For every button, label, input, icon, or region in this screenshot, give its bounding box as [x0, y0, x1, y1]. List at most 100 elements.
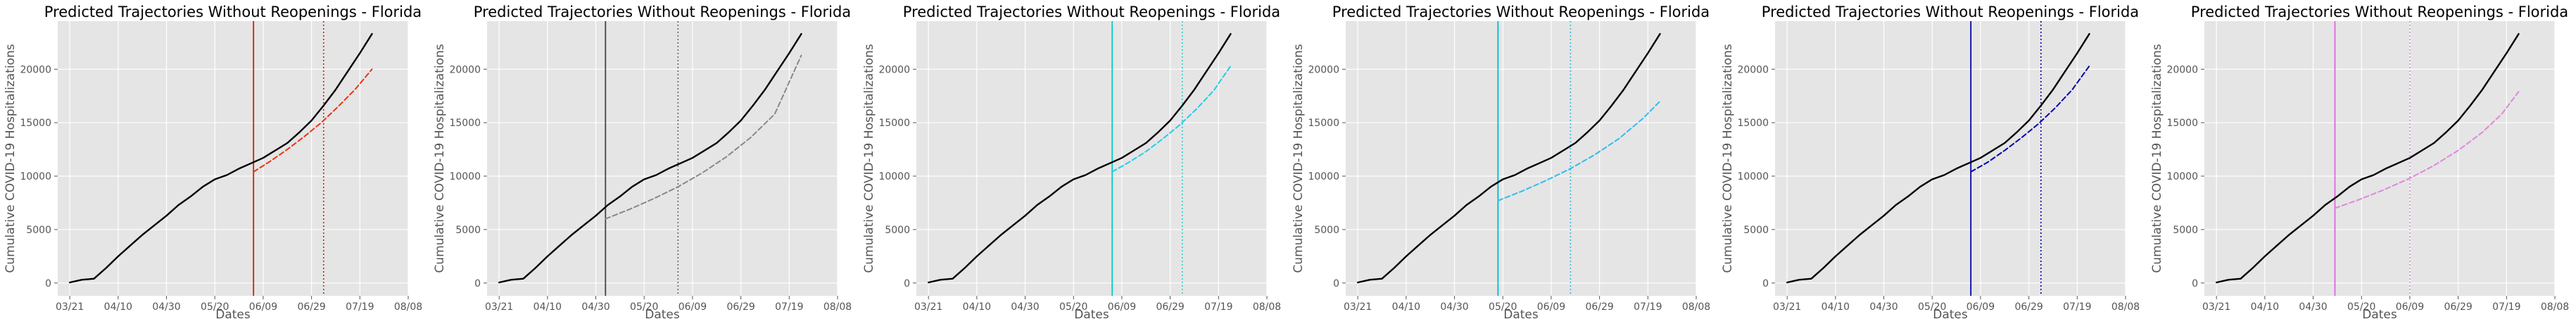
y-tick-label: 10000 [1737, 171, 1769, 182]
x-tick-label: 06/29 [1585, 301, 1613, 313]
observed-series-line [68, 33, 373, 284]
plot-area [2204, 21, 2555, 296]
chart-panel-6: 0 5000 10000 15000 20000 03/21 04/10 04/30 05/20… [2150, 4, 2569, 322]
x-tick-label: 05/20 [1489, 301, 1517, 313]
x-tick-label: 07/19 [1634, 301, 1662, 313]
observed-series-line [1356, 33, 1661, 284]
x-tick-label: 03/21 [2202, 301, 2230, 313]
x-tick-label: 06/09 [1537, 301, 1565, 313]
x-tick-label: 04/30 [2299, 301, 2327, 313]
y-axis-label: Cumulative COVID-19 Hospitalizations [2150, 44, 2164, 273]
y-tick-label: 5000 [1743, 225, 1769, 236]
y-tick-label: 20000 [449, 64, 481, 75]
x-tick-label: 06/29 [1156, 301, 1184, 313]
x-tick-label: 05/20 [1918, 301, 1946, 313]
y-axis-label: Cumulative COVID-19 Hospitalizations [1292, 44, 1306, 273]
predicted-series-line [1497, 100, 1661, 201]
y-tick-label: 15000 [1308, 118, 1339, 129]
x-tick-label: 07/19 [2492, 301, 2520, 313]
x-tick-label: 08/08 [1253, 301, 1281, 313]
y-tick-label: 20000 [2166, 64, 2198, 75]
y-tick-label: 20000 [1308, 64, 1339, 75]
y-tick-label: 10000 [449, 171, 481, 182]
x-tick-label: 03/21 [1773, 301, 1801, 313]
x-tick-label: 06/29 [2444, 301, 2472, 313]
y-tick-label: 15000 [878, 118, 910, 129]
x-tick-label: 05/20 [630, 301, 658, 313]
y-tick-label: 0 [1333, 278, 1339, 289]
y-tick-label: 0 [1762, 278, 1769, 289]
observed-series-line [927, 33, 1232, 284]
chart-title: Predicted Trajectories Without Reopening… [44, 4, 422, 20]
y-tick-label: 20000 [20, 64, 51, 75]
y-tick-label: 5000 [1314, 225, 1339, 236]
y-tick-label: 5000 [2173, 225, 2198, 236]
x-tick-label: 04/30 [1869, 301, 1898, 313]
x-tick-label: 06/09 [2396, 301, 2424, 313]
y-tick-label: 0 [904, 278, 910, 289]
observed-series-line [1786, 33, 2090, 284]
x-tick-label: 03/21 [914, 301, 942, 313]
y-tick-label: 5000 [885, 225, 910, 236]
x-tick-label: 07/19 [346, 301, 374, 313]
y-tick-label: 10000 [2166, 171, 2198, 182]
x-tick-label: 04/10 [533, 301, 562, 313]
x-tick-label: 04/10 [1821, 301, 1850, 313]
x-tick-label: 04/30 [1011, 301, 1039, 313]
observed-series-line [2215, 33, 2520, 284]
predicted-series-line [253, 68, 373, 173]
x-tick-label: 05/20 [1059, 301, 1087, 313]
plot-area [1775, 21, 2126, 296]
chart-panel-4: 0 5000 10000 15000 20000 03/21 04/10 04/30 05/20… [1292, 4, 1710, 322]
chart-title: Predicted Trajectories Without Reopening… [1762, 4, 2139, 20]
predicted-series-line [605, 54, 802, 220]
chart-title: Predicted Trajectories Without Reopening… [2191, 4, 2568, 20]
y-tick-label: 15000 [1737, 118, 1769, 129]
x-tick-label: 04/10 [104, 301, 132, 313]
y-tick-label: 0 [45, 278, 51, 289]
x-axis-label: Dates [1933, 308, 1968, 322]
y-tick-label: 10000 [1308, 171, 1339, 182]
chart-title: Predicted Trajectories Without Reopening… [474, 4, 851, 20]
chart-panel-1: 0 5000 10000 15000 20000 03/21 04/10 04/30 05/20… [4, 4, 422, 322]
x-tick-label: 06/29 [297, 301, 325, 313]
plot-area [487, 21, 838, 296]
x-tick-label: 03/21 [1344, 301, 1372, 313]
x-tick-label: 08/08 [2541, 301, 2569, 313]
x-tick-label: 08/08 [1682, 301, 1710, 313]
x-tick-label: 04/30 [152, 301, 180, 313]
chart-title: Predicted Trajectories Without Reopening… [903, 4, 1280, 20]
y-axis-label: Cumulative COVID-19 Hospitalizations [433, 44, 447, 273]
x-tick-label: 04/10 [963, 301, 991, 313]
y-tick-label: 20000 [1737, 64, 1769, 75]
x-axis-label: Dates [645, 308, 680, 322]
y-tick-label: 5000 [455, 225, 481, 236]
x-axis-label: Dates [2362, 308, 2397, 322]
y-tick-label: 0 [2192, 278, 2198, 289]
y-axis-label: Cumulative COVID-19 Hospitalizations [4, 44, 18, 273]
y-tick-label: 15000 [449, 118, 481, 129]
x-tick-label: 04/30 [1440, 301, 1468, 313]
y-tick-label: 15000 [20, 118, 51, 129]
predicted-series-line [2334, 91, 2520, 209]
chart-panel-5: 0 5000 10000 15000 20000 03/21 04/10 04/30 05/20… [1721, 4, 2140, 322]
chart-title: Predicted Trajectories Without Reopening… [1332, 4, 1710, 20]
x-axis-label: Dates [215, 308, 251, 322]
x-tick-label: 08/08 [394, 301, 422, 313]
y-tick-label: 0 [474, 278, 481, 289]
chart-panel-2: 0 5000 10000 15000 20000 03/21 04/10 04/30 05/20… [433, 4, 852, 322]
y-axis-label: Cumulative COVID-19 Hospitalizations [862, 44, 876, 273]
x-tick-label: 03/21 [56, 301, 84, 313]
x-tick-label: 06/09 [249, 301, 277, 313]
y-tick-label: 5000 [26, 225, 51, 236]
x-tick-label: 06/09 [1966, 301, 1995, 313]
x-tick-label: 06/29 [726, 301, 755, 313]
x-tick-label: 03/21 [485, 301, 513, 313]
x-axis-label: Dates [1074, 308, 1109, 322]
y-tick-label: 10000 [878, 171, 910, 182]
chart-panel-3: 0 5000 10000 15000 20000 03/21 04/10 04/30 05/20… [862, 4, 1281, 322]
x-tick-label: 05/20 [2347, 301, 2375, 313]
x-tick-label: 06/09 [678, 301, 707, 313]
x-axis-label: Dates [1503, 308, 1539, 322]
